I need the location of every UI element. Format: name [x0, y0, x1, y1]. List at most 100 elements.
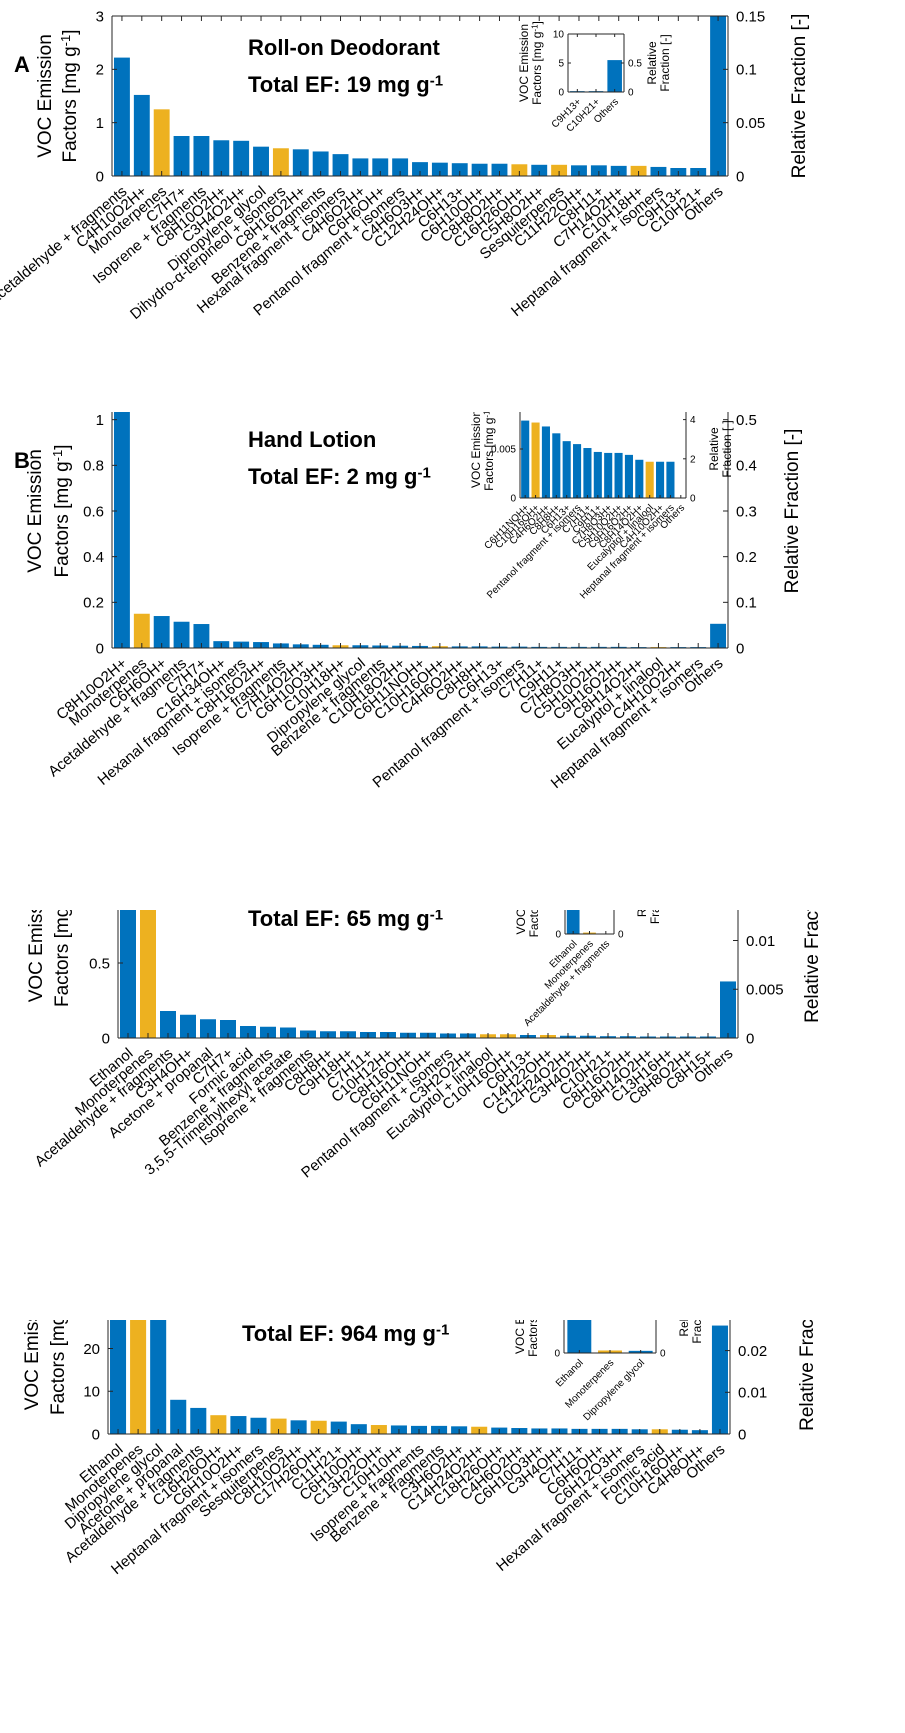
chart-title: Roll-on Deodorant	[248, 35, 441, 60]
bar-9	[270, 1418, 287, 1434]
bar-2	[140, 910, 156, 1038]
y-tick-label: 0	[558, 88, 564, 99]
bar-19	[471, 163, 488, 176]
inset-bar-1	[521, 420, 530, 498]
bar-7	[240, 1026, 256, 1038]
bar-18	[451, 163, 468, 176]
y-tick-label: 0.5	[89, 955, 110, 972]
panel-letter: C	[14, 910, 30, 914]
panel-letter: B	[14, 448, 30, 473]
y-axis-label: VOC Emission	[35, 34, 56, 158]
bar-26	[610, 165, 627, 176]
y2-tick-label: 0.01	[746, 933, 775, 950]
y2-axis-label: Relative Fraction [-]	[797, 1320, 818, 1431]
y2-tick-label: 0.1	[736, 62, 757, 79]
bar-3	[153, 109, 170, 176]
bar-3	[150, 1320, 167, 1434]
bar-4	[180, 1014, 196, 1038]
inset-y-axis-label: VOC Emission	[514, 910, 528, 935]
bar-1	[113, 412, 130, 648]
bar-5	[193, 136, 210, 176]
y2-axis-label: Relative Fraction [-]	[789, 14, 810, 179]
bar-13	[352, 158, 369, 176]
y-tick-label: 0	[510, 494, 516, 505]
bar-6	[220, 1020, 236, 1038]
inset-bar-1	[566, 910, 580, 934]
y2-tick-label: 0.2	[736, 549, 757, 566]
inset-y2-axis-label: Relative	[677, 1320, 691, 1337]
inset-y2-axis-label-2: Fraction [-]	[648, 910, 662, 924]
y-tick-label: 20	[83, 1341, 100, 1358]
inset-y-axis-label: VOC Emission	[513, 1320, 527, 1354]
y2-tick-label: 2	[690, 454, 696, 465]
chart-group: 00.5100.0050.010.0150.02EthanolMonoterpe…	[14, 910, 823, 1181]
bar-31	[710, 16, 727, 176]
y-axis-label-units: Factors [mg g-1]	[50, 445, 73, 578]
bar-31	[710, 623, 727, 648]
bar-1	[110, 1320, 127, 1434]
bar-3	[153, 616, 170, 648]
bar-7	[233, 140, 250, 176]
y2-axis-label: Relative Fraction [-]	[782, 429, 803, 594]
bar-4	[173, 136, 190, 176]
inset-bar-4	[552, 433, 561, 498]
y-tick-label: 2	[96, 62, 104, 79]
y2-tick-label: 0.05	[736, 115, 765, 132]
bar-24	[571, 165, 587, 176]
bar-16	[412, 162, 428, 176]
y-tick-label: 0.8	[83, 458, 104, 475]
panel-c: 00.5100.0050.010.0150.02EthanolMonoterpe…	[0, 910, 905, 1320]
bar-2	[133, 94, 150, 176]
y2-tick-label: 0.005	[746, 982, 784, 999]
bar-10	[290, 1420, 307, 1434]
bar-27	[630, 165, 647, 176]
bar-5	[193, 624, 210, 648]
panel-b: 00.20.40.60.811.200.10.20.30.40.50.6C8H1…	[0, 412, 905, 910]
y2-tick-label: 0.5	[736, 412, 757, 429]
y2-tick-label: 0.3	[736, 503, 757, 520]
bar-11	[312, 151, 329, 176]
y-tick-label: 0.6	[83, 503, 104, 520]
inset-bar-6	[573, 444, 582, 498]
inset-bar-14	[656, 461, 665, 498]
bar-11	[310, 1420, 327, 1434]
inset-y-axis-label-units: Factors [mg g-1]	[527, 910, 541, 937]
bar-2	[130, 1320, 147, 1434]
inset-y-axis-label: VOC Emission	[469, 412, 483, 488]
bar-4	[170, 1399, 187, 1434]
y-tick-label: 0.4	[83, 549, 104, 566]
y2-tick-label: 0	[628, 88, 634, 99]
y-tick-label: 0	[96, 640, 104, 657]
y-tick-label: 5	[558, 59, 564, 70]
bar-17	[431, 162, 448, 176]
panel-letter: A	[14, 52, 30, 77]
y2-tick-label: 0.02	[738, 1343, 767, 1360]
y-axis-label: VOC Emission	[26, 910, 47, 1002]
chart-b: 00.20.40.60.811.200.10.20.30.40.50.6C8H1…	[14, 412, 803, 792]
chart-group: 01020304000.010.020.030.04EthanolMonoter…	[22, 1320, 818, 1578]
bar-23	[551, 164, 568, 176]
y2-tick-label: 4	[690, 415, 696, 426]
y-tick-label: 0.2	[83, 595, 104, 612]
inset-y-axis-label-units: Factors [mg g-1]	[526, 1320, 540, 1357]
y-axis-label-units: Factors [mg g-1]	[58, 30, 81, 163]
chart-subtitle: Total EF: 65 mg g-1	[248, 910, 443, 931]
y2-tick-label: 0	[738, 1426, 746, 1443]
bar-25	[590, 165, 607, 176]
y-axis-label-units: Factors [mg g-1]	[50, 910, 73, 1007]
inset-y2-axis-label-2: Fraction [-]	[690, 1320, 704, 1344]
bar-14	[372, 158, 389, 176]
chart-d: 01020304000.010.020.030.04EthanolMonoter…	[22, 1320, 818, 1578]
inset-bar-3	[607, 60, 622, 92]
inset-bar-15	[666, 461, 675, 498]
y2-tick-label: 0	[660, 1349, 666, 1360]
y-tick-label: 0	[555, 930, 561, 941]
bar-2	[133, 613, 150, 648]
chart-subtitle: Total EF: 19 mg g-1	[248, 72, 443, 97]
bar-20	[491, 163, 508, 176]
inset-y-axis-label-units: Factors [mg g-1]	[530, 21, 544, 105]
chart-subtitle: Total EF: 964 mg g-1	[242, 1321, 449, 1346]
inset-bar-9	[604, 452, 613, 498]
bar-31	[711, 1325, 728, 1434]
y2-tick-label: 0.4	[736, 458, 757, 475]
